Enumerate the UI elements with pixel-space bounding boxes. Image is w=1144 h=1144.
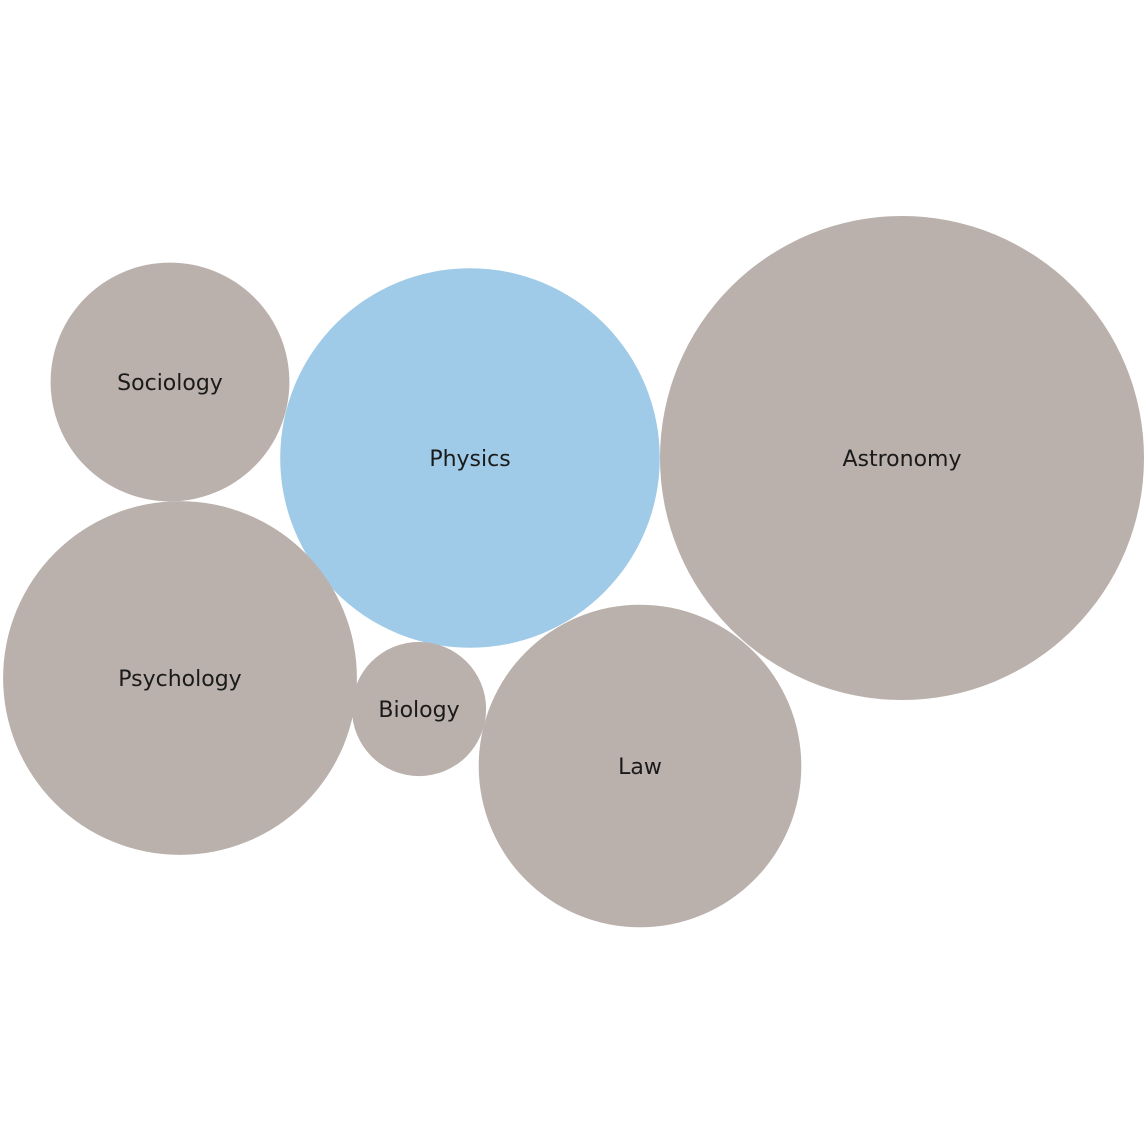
bubble-sociology[interactable] <box>50 262 290 502</box>
bubble-label-law: Law <box>618 755 662 780</box>
bubble-label-sociology: Sociology <box>117 371 223 396</box>
bubble-astronomy[interactable] <box>660 216 1144 700</box>
bubble-law[interactable] <box>478 604 802 928</box>
bubble-physics[interactable] <box>280 268 660 648</box>
bubble-psychology[interactable] <box>3 501 357 855</box>
bubble-label-psychology: Psychology <box>118 667 241 692</box>
bubble-label-biology: Biology <box>378 698 459 723</box>
bubble-biology[interactable] <box>351 641 487 777</box>
bubble-label-astronomy: Astronomy <box>842 447 961 472</box>
bubble-label-physics: Physics <box>429 447 510 472</box>
